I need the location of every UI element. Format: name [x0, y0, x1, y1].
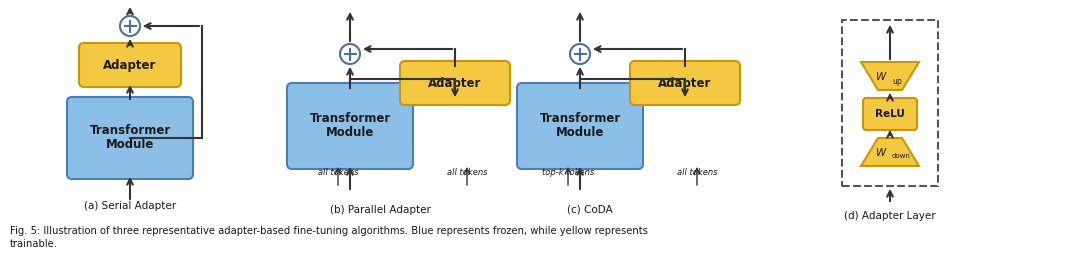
Text: up: up: [892, 77, 902, 86]
FancyBboxPatch shape: [863, 98, 917, 130]
Text: down: down: [892, 153, 910, 159]
Text: all tokens: all tokens: [447, 168, 487, 177]
Text: (d) Adapter Layer: (d) Adapter Layer: [845, 211, 935, 221]
Text: Transformer: Transformer: [309, 113, 391, 125]
FancyBboxPatch shape: [79, 43, 181, 87]
Text: Module: Module: [556, 126, 604, 139]
Circle shape: [120, 16, 140, 36]
Polygon shape: [861, 138, 919, 166]
Text: (b) Parallel Adapter: (b) Parallel Adapter: [329, 205, 431, 215]
Text: Adapter: Adapter: [429, 76, 482, 89]
Text: Adapter: Adapter: [659, 76, 712, 89]
Text: Module: Module: [106, 137, 154, 151]
FancyBboxPatch shape: [517, 83, 643, 169]
Text: Module: Module: [326, 126, 374, 139]
Text: Adapter: Adapter: [104, 58, 157, 71]
Circle shape: [340, 44, 360, 64]
Circle shape: [570, 44, 590, 64]
FancyBboxPatch shape: [630, 61, 740, 105]
Text: all tokens: all tokens: [677, 168, 717, 177]
FancyBboxPatch shape: [67, 97, 193, 179]
Text: Transformer: Transformer: [539, 113, 621, 125]
Text: top-k tokens: top-k tokens: [542, 168, 594, 177]
FancyBboxPatch shape: [287, 83, 413, 169]
Text: $W$: $W$: [876, 146, 888, 158]
Polygon shape: [861, 62, 919, 90]
Text: ReLU: ReLU: [875, 109, 905, 119]
Text: Transformer: Transformer: [90, 123, 171, 136]
Text: all tokens: all tokens: [318, 168, 359, 177]
Text: $W$: $W$: [876, 70, 888, 82]
Text: Fig. 5: Illustration of three representative adapter-based fine-tuning algorithm: Fig. 5: Illustration of three representa…: [10, 226, 648, 249]
FancyBboxPatch shape: [400, 61, 510, 105]
Text: (a) Serial Adapter: (a) Serial Adapter: [84, 201, 176, 211]
Text: (c) CoDA: (c) CoDA: [567, 205, 612, 215]
